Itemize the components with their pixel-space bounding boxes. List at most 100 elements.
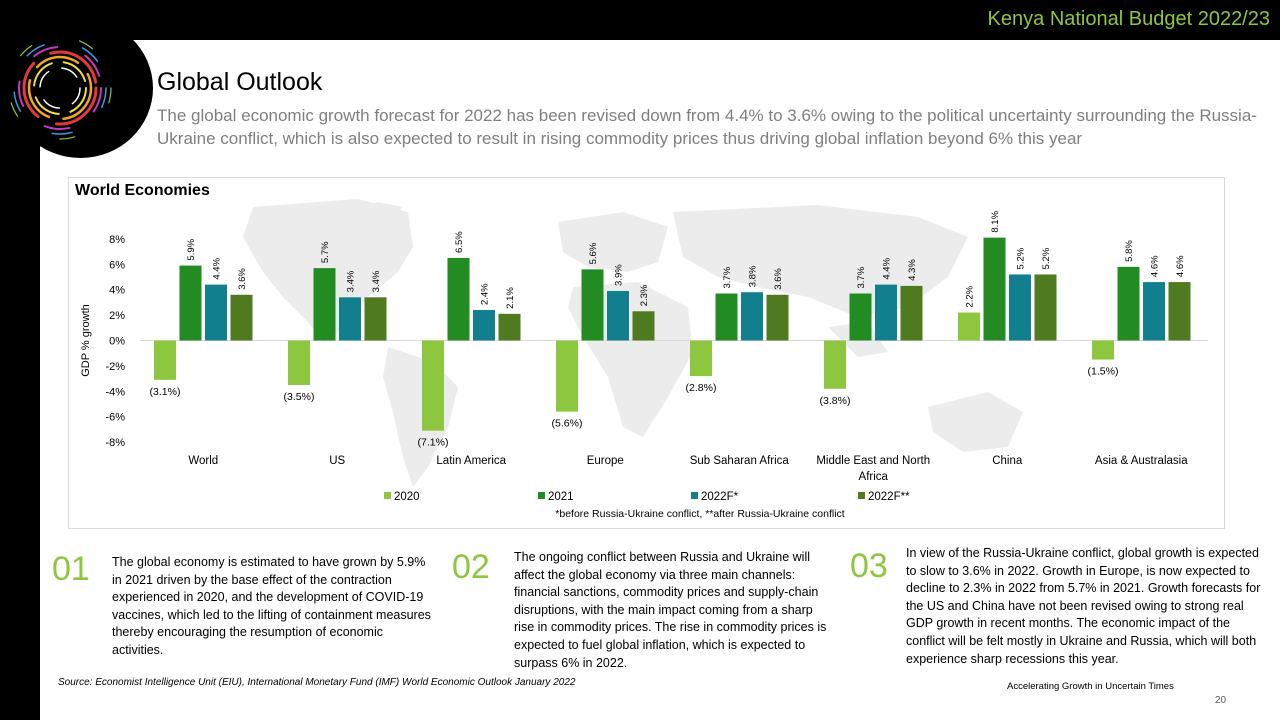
data-label: 3.6%: [237, 268, 248, 290]
data-label: (3.5%): [284, 391, 315, 403]
world-economies-chart: -8% -6% -4% -2% 0% 2% 4% 6% 8% GDP % growth (3.1%…: [80, 199, 1208, 520]
bar-2021-6: [983, 237, 1006, 341]
data-label: 5.6%: [588, 242, 599, 264]
footer-tagline: Accelerating Growth in Uncertain Times: [1007, 681, 1174, 692]
bar-2022Fx-6: [1009, 274, 1031, 341]
data-label: (3.1%): [150, 386, 181, 398]
bar-2022Fxx-4: [766, 294, 789, 341]
data-label: (1.5%): [1088, 366, 1119, 378]
world-map-background: [243, 199, 1023, 487]
data-label: 4.4%: [212, 257, 223, 279]
legend-entry: 2022F*: [701, 491, 739, 503]
legend-entry: 2022F**: [868, 491, 910, 503]
point-text-3: In view of the Russia-Ukraine conflict, …: [906, 546, 1261, 666]
chart-title: World Economies: [75, 182, 210, 199]
data-label: 3.8%: [748, 265, 759, 287]
y-tick-label: -6%: [105, 412, 125, 424]
legend-swatch: [691, 492, 698, 499]
bar-2022Fx-1: [339, 297, 361, 341]
category-label: US: [329, 455, 345, 467]
source-note: Source: Economist Intelligence Unit (EIU…: [58, 677, 576, 688]
data-label: 5.2%: [1041, 247, 1052, 269]
y-tick-label: 6%: [109, 259, 125, 271]
bar-2020-3: [556, 340, 578, 412]
point-number-1: 01: [52, 550, 90, 588]
bar-2020-0: [154, 340, 176, 380]
data-label: 2.3%: [639, 284, 650, 306]
bar-2020-4: [690, 340, 712, 377]
data-label: (2.8%): [686, 382, 717, 394]
y-tick-label: 4%: [109, 285, 125, 297]
data-label: 5.7%: [320, 241, 331, 263]
page-subtitle: The global economic growth forecast for …: [157, 106, 1257, 148]
data-label: 4.6%: [1150, 255, 1161, 277]
legend-swatch: [538, 492, 545, 499]
bar-2022Fx-4: [741, 292, 763, 341]
category-label: China: [992, 455, 1023, 467]
point-number-2: 02: [452, 548, 490, 586]
data-label: 3.6%: [773, 268, 784, 290]
data-label: 2.4%: [480, 283, 491, 305]
bar-2020-1: [288, 340, 310, 385]
y-tick-label: -8%: [105, 437, 125, 449]
bar-2022Fxx-5: [900, 285, 923, 341]
bar-2022Fx-0: [205, 284, 227, 341]
data-label: 3.9%: [614, 264, 625, 286]
category-label: Africa: [859, 471, 889, 483]
data-label: (7.1%): [418, 437, 449, 449]
bar-2021-4: [715, 293, 738, 341]
bar-2022Fxx-1: [364, 297, 387, 341]
bar-2021-0: [179, 265, 202, 341]
bar-2021-1: [313, 268, 336, 341]
y-tick-label: 8%: [109, 234, 125, 246]
bar-2020-5: [824, 340, 846, 389]
bar-2021-2: [447, 257, 470, 341]
data-label: 6.5%: [454, 231, 465, 253]
bar-2021-7: [1117, 266, 1140, 341]
point-text-2: The ongoing conflict between Russia and …: [514, 550, 827, 670]
y-tick-label: -4%: [105, 386, 125, 398]
page-number: 20: [1215, 695, 1227, 706]
data-label: (5.6%): [552, 418, 583, 430]
bar-2022Fx-3: [607, 290, 629, 341]
bar-2021-3: [581, 269, 604, 341]
category-label: Asia & Australasia: [1095, 455, 1188, 467]
point-text-1: The global economy is estimated to have …: [112, 555, 431, 657]
bar-2022Fx-5: [875, 284, 897, 341]
data-label: 4.4%: [882, 257, 893, 279]
data-label: 8.1%: [990, 210, 1001, 232]
bar-2020-7: [1092, 340, 1114, 360]
bar-2022Fxx-0: [230, 294, 253, 341]
data-label: 2.1%: [505, 287, 516, 309]
bar-2022Fxx-2: [498, 313, 521, 341]
bar-2022Fxx-3: [632, 311, 655, 341]
data-label: 5.2%: [1016, 247, 1027, 269]
y-axis-label: GDP % growth: [80, 304, 92, 377]
category-label: Sub Saharan Africa: [690, 455, 790, 467]
data-label: 3.7%: [722, 266, 733, 288]
bar-2021-5: [849, 293, 872, 341]
data-label: 3.7%: [856, 266, 867, 288]
data-label: (3.8%): [820, 395, 851, 407]
category-label: Middle East and North: [816, 455, 930, 467]
bar-2020-2: [422, 340, 444, 431]
category-label: Latin America: [436, 455, 506, 467]
legend-entry: 2021: [548, 491, 574, 503]
data-label: 5.8%: [1124, 240, 1135, 262]
top-bar: [0, 0, 1280, 40]
y-tick-label: -2%: [105, 361, 125, 373]
legend-swatch: [858, 492, 865, 499]
category-label: Europe: [587, 455, 624, 467]
data-label: 4.6%: [1175, 255, 1186, 277]
category-label: World: [188, 455, 218, 467]
bar-2022Fxx-7: [1168, 282, 1191, 341]
y-tick-label: 2%: [109, 310, 125, 322]
header-title: Kenya National Budget 2022/23: [987, 8, 1270, 30]
bar-2022Fx-2: [473, 310, 495, 341]
point-number-3: 03: [850, 547, 888, 585]
bar-2022Fxx-6: [1034, 274, 1057, 341]
data-label: 5.9%: [186, 238, 197, 260]
legend-entry: 2020: [394, 491, 420, 503]
bar-2020-6: [958, 312, 980, 341]
data-label: 3.4%: [346, 270, 357, 292]
